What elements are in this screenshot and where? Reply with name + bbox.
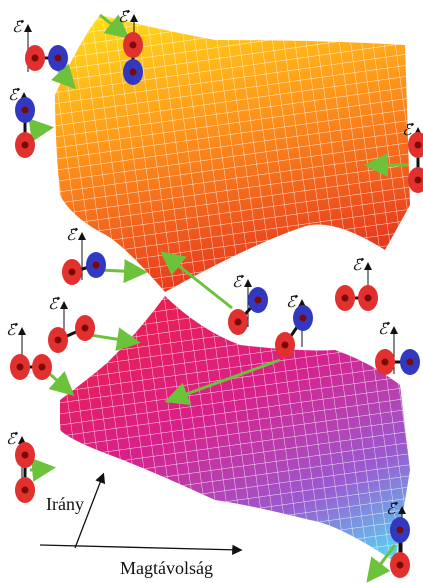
illustration: Irány Magtávolság ℰ⃗ℰ⃗ℰ⃗ℰ⃗ℰ⃗ℰ⃗ℰ⃗ℰ⃗ℰ⃗ℰ⃗ℰ⃗… (0, 0, 423, 583)
nucleus (397, 562, 404, 569)
nucleus (382, 359, 389, 366)
nucleus (397, 527, 404, 534)
nucleus (282, 342, 289, 349)
upper-surface (55, 15, 410, 292)
molecule: ℰ⃗ (48, 296, 135, 353)
field-arrow (90, 335, 135, 342)
nucleus (22, 452, 29, 459)
nucleus (32, 55, 39, 62)
field-label: ℰ⃗ (12, 19, 25, 36)
nucleus (255, 297, 262, 304)
molecule: ℰ⃗ (335, 257, 378, 311)
nucleus (407, 359, 414, 366)
lower-surface (60, 296, 410, 562)
molecule: ℰ⃗ (6, 431, 50, 503)
field-label: ℰ⃗ (232, 274, 245, 291)
nucleus (22, 107, 29, 114)
field-label: ℰ⃗ (66, 227, 79, 244)
nucleus (365, 295, 372, 302)
nucleus (55, 55, 62, 62)
molecule: ℰ⃗ (12, 19, 72, 85)
nucleus (17, 364, 24, 371)
direction-label: Irány (46, 494, 84, 514)
nucleus (342, 295, 349, 302)
molecule: ℰ⃗ (8, 87, 48, 158)
nucleus (82, 325, 89, 332)
field-arrow (32, 128, 48, 130)
nucleus (22, 142, 29, 149)
field-label: ℰ⃗ (48, 296, 61, 313)
field-arrow (100, 270, 142, 272)
nucleus (415, 177, 422, 184)
nucleus (22, 487, 29, 494)
distance-label: Magtávolság (120, 558, 213, 578)
field-label: ℰ⃗ (6, 431, 19, 448)
nucleus (235, 319, 242, 326)
molecule: ℰ⃗ (375, 321, 420, 375)
nucleus (55, 337, 62, 344)
nucleus (69, 269, 76, 276)
nucleus (39, 364, 46, 371)
nucleus (93, 262, 100, 269)
field-arrow (30, 468, 50, 470)
field-label: ℰ⃗ (6, 322, 19, 339)
nucleus (415, 142, 422, 149)
nucleus (130, 42, 137, 49)
field-label: ℰ⃗ (352, 257, 365, 274)
field-label: ℰ⃗ (378, 321, 391, 338)
nucleus (130, 69, 137, 76)
nucleus (300, 315, 307, 322)
